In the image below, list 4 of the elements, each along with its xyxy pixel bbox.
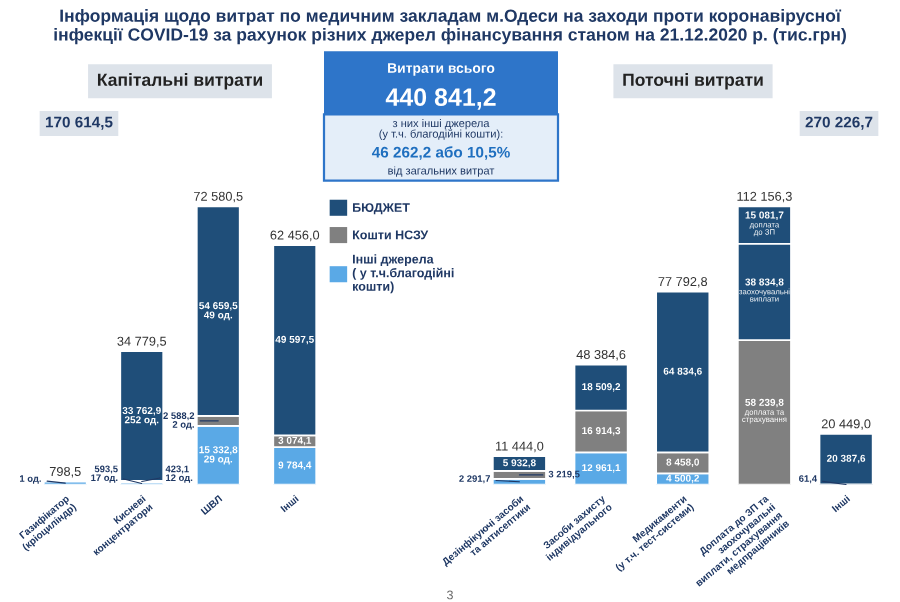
chart-subtitle: Капітальні витрати (97, 73, 262, 90)
text: Інформація щодо витрат по медичним закладам м.Одеси на заходи проти коронавірусної інфекції COVID-19 за рахунок різних джерел фінансування станом на 21.12.2020 р. (тис.грн) (54, 9, 846, 45)
chart-title: Поточні витрати (623, 73, 763, 90)
text: 440 841,2 (385, 88, 496, 110)
